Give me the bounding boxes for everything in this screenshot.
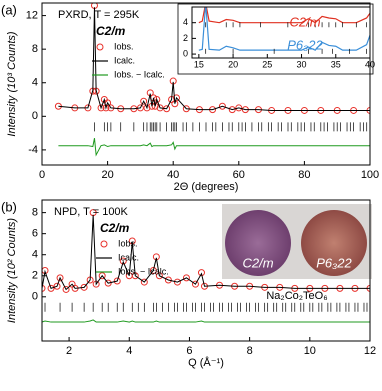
panel-label: (a) (1, 2, 17, 17)
annotation: P6₃22 (316, 255, 352, 270)
legend-label: Iobs. − Icalc. (114, 69, 165, 79)
x-tick-label: 40 (167, 169, 179, 181)
legend-marker (96, 43, 104, 51)
data-point (113, 277, 121, 285)
x-tick-label: 0 (39, 169, 45, 181)
data-line (58, 7, 370, 111)
x-tick-label: 35 (331, 59, 341, 69)
x-tick-label: 4 (126, 345, 132, 357)
x-tick-label: 8 (247, 345, 253, 357)
legend-marker (100, 240, 108, 248)
data-point (62, 285, 70, 293)
y-tick-label: 6 (32, 228, 38, 240)
y-tick-label: 2 (32, 270, 38, 282)
x-tick-label: 20 (101, 169, 113, 181)
y-tick-label: 0 (32, 110, 38, 122)
x-tick-label: 15 (194, 59, 204, 69)
axes-frame (41, 2, 371, 166)
data-line (198, 7, 370, 51)
data-point (218, 102, 226, 110)
x-tick-label: 30 (297, 59, 307, 69)
data-point (97, 104, 105, 112)
x-tick-label: 20 (228, 59, 238, 69)
x-tick-label: 12 (364, 345, 376, 357)
x-tick-label: 100 (361, 169, 379, 181)
data-point (140, 278, 148, 286)
data-point (164, 276, 172, 284)
x-tick-label: 2 (66, 345, 72, 357)
data-point (56, 274, 64, 282)
y-tick-label: -4 (28, 144, 38, 156)
data-point (140, 97, 148, 105)
y-tick-label: 4 (183, 17, 188, 27)
x-axis-label: 2Θ (degrees) (174, 181, 239, 193)
pellet (301, 210, 367, 276)
data-line (58, 138, 370, 157)
legend-label: Icalc. (118, 252, 139, 262)
data-point (182, 274, 190, 282)
data-point (172, 94, 180, 102)
data-point (42, 284, 46, 292)
pellet (225, 210, 291, 276)
x-tick-label: 25 (262, 59, 272, 69)
chart-title: NPD, T = 100K (54, 206, 129, 218)
plot-area (42, 209, 370, 323)
y-tick-label: 4 (32, 77, 38, 89)
data-point (235, 104, 243, 112)
data-point (191, 280, 199, 288)
legend-label: Iobs. (118, 238, 138, 248)
data-point (98, 272, 106, 280)
data-point (53, 282, 61, 290)
data-point (47, 284, 55, 292)
y-tick-label: 12 (26, 9, 38, 21)
data-point (173, 278, 181, 286)
data-line (42, 319, 370, 323)
y-axis-label: Intensity (10³ Counts) (6, 31, 18, 136)
y-axis-label: Intensity (10² Counts) (6, 218, 18, 323)
axes-frame (191, 6, 371, 59)
y-tick-label: 2 (183, 33, 188, 43)
inset-background (177, 3, 374, 75)
y-tick-label: 0 (183, 48, 188, 58)
data-point (119, 257, 127, 265)
series-label: P6₃22 (287, 37, 323, 52)
x-tick-label: 6 (186, 345, 192, 357)
panel-label: (b) (1, 199, 17, 214)
series-label: C2/m (289, 14, 320, 29)
data-point (143, 104, 151, 112)
legend-label: Iobs. − Icalc. (118, 266, 169, 276)
x-tick-label: 60 (233, 169, 245, 181)
data-point (104, 279, 112, 287)
data-line (42, 214, 370, 291)
x-axis-label: Q (Å⁻¹) (188, 356, 224, 369)
chart-title: PXRD, T = 295K (58, 9, 140, 21)
x-tick-label: 40 (365, 59, 375, 69)
plot-area (54, 3, 370, 157)
y-tick-label: 4 (32, 249, 38, 261)
y-tick-label: 8 (32, 207, 38, 219)
chart-subtitle: C2/m (96, 24, 126, 38)
y-tick-label: 0 (32, 291, 38, 303)
legend-label: Iobs. (114, 41, 134, 51)
annotation: Na₂Co₂TeO₆ (266, 290, 327, 302)
x-tick-label: 80 (298, 169, 310, 181)
data-point (102, 104, 110, 112)
x-tick-label: 10 (304, 345, 316, 357)
annotation: C2/m (242, 255, 273, 270)
data-point (149, 267, 157, 274)
y-tick-label: 8 (32, 43, 38, 55)
axes-frame (41, 199, 371, 342)
data-point (228, 106, 236, 114)
legend-label: Icalc. (114, 55, 135, 65)
chart-subtitle: C2/m (100, 221, 130, 235)
